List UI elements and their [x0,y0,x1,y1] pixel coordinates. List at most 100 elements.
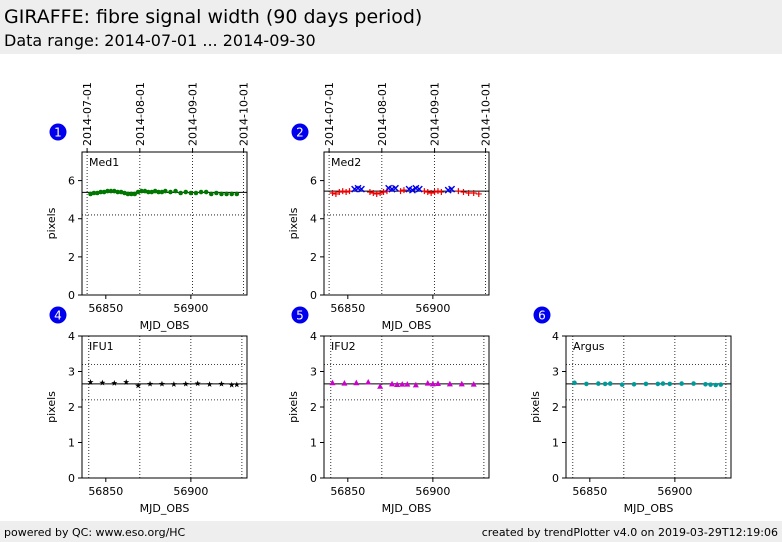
data-point [208,191,214,197]
data-point [193,190,199,196]
data-point [156,189,161,195]
date-tick-label: 2014-08-01 [376,82,389,146]
y-axis-label: pixels [45,391,58,423]
data-point [429,380,436,387]
x-tick-label: 56850 [330,485,365,498]
footer-bar: powered by QC: www.eso.org/HC created by… [0,521,782,542]
date-tick-label: 2014-08-01 [134,82,147,146]
data-point [87,378,94,385]
x-tick-label: 56850 [572,485,607,498]
data-point [341,380,348,386]
y-tick-label: 0 [552,472,559,485]
header-bar: GIRAFFE: fibre signal width (90 days per… [0,0,782,54]
data-point [399,381,406,387]
x-tick-label: 56850 [88,485,123,498]
data-point [115,189,121,195]
data-point [332,190,339,197]
data-point [219,191,224,197]
data-point [206,381,213,387]
panel-badge-number: 5 [296,309,304,323]
data-point [679,381,684,386]
panel-label: Med1 [89,156,119,169]
panel-badge [49,123,67,141]
panel-label: IFU2 [331,340,356,353]
data-point [448,185,456,193]
data-point [329,189,336,196]
footer-credit: powered by QC: www.eso.org/HC [4,526,186,539]
page-title: GIRAFFE: fibre signal width (90 days per… [4,6,423,28]
data-point [170,381,177,387]
data-point [125,191,131,197]
data-point [470,381,477,387]
data-point [458,380,465,387]
date-tick-label: 2014-10-01 [238,82,251,146]
date-tick-label: 2014-09-01 [429,82,442,146]
date-tick-label: 2014-07-01 [81,82,94,146]
y-tick-label: 2 [310,251,317,264]
data-point [470,189,477,196]
y-tick-label: 6 [68,175,75,188]
data-point [607,381,613,386]
data-point [228,381,235,388]
data-point [465,189,472,196]
data-point [188,190,194,196]
data-point [218,380,225,387]
plot-frame [81,151,248,296]
data-point [631,381,637,387]
panel-badge [291,123,309,141]
data-point [194,380,201,387]
data-point [139,188,144,194]
data-point [224,191,229,197]
data-point [424,189,431,196]
y-tick-label: 3 [552,366,559,379]
data-point [391,184,399,192]
panel-label: Argus [573,340,605,353]
x-tick-label: 56850 [88,302,123,315]
x-tick-label: 56850 [330,302,365,315]
data-point [572,380,577,386]
data-point [336,189,343,196]
data-point [667,381,673,387]
data-point [198,189,204,195]
x-tick-label: 56900 [173,485,208,498]
data-point [389,380,396,387]
panel-badge-number: 2 [296,126,304,140]
page-subtitle: Data range: 2014-07-01 ... 2014-09-30 [4,31,316,50]
data-point [357,185,365,193]
data-point [718,382,724,387]
data-point [370,189,377,196]
data-point [703,381,708,387]
data-point [446,380,453,387]
y-tick-label: 2 [310,401,317,414]
plot-frame [323,335,490,479]
data-point [438,189,445,196]
y-tick-label: 3 [310,366,317,379]
data-point [475,190,482,197]
data-point [129,191,134,197]
data-point [596,381,601,386]
y-tick-label: 0 [310,472,317,485]
y-tick-label: 1 [552,437,559,450]
panel-badge-number: 4 [54,309,62,323]
data-point [111,380,118,386]
data-point [329,379,336,386]
data-point [183,189,189,195]
plot-frame [323,151,490,296]
y-axis-label: pixels [529,391,542,423]
x-axis-label: MJD_OBS [382,502,432,515]
data-point [353,379,360,386]
x-tick-label: 56900 [415,302,450,315]
y-tick-label: 2 [68,251,75,264]
data-point [214,190,219,196]
y-tick-label: 0 [310,289,317,302]
data-point [428,189,435,196]
y-tick-label: 4 [68,330,75,343]
panel-badge-number: 6 [538,309,546,323]
data-point [691,381,696,386]
data-point [99,379,106,386]
data-point [158,380,165,387]
panel-label: IFU1 [89,340,114,353]
y-tick-label: 1 [68,437,75,450]
